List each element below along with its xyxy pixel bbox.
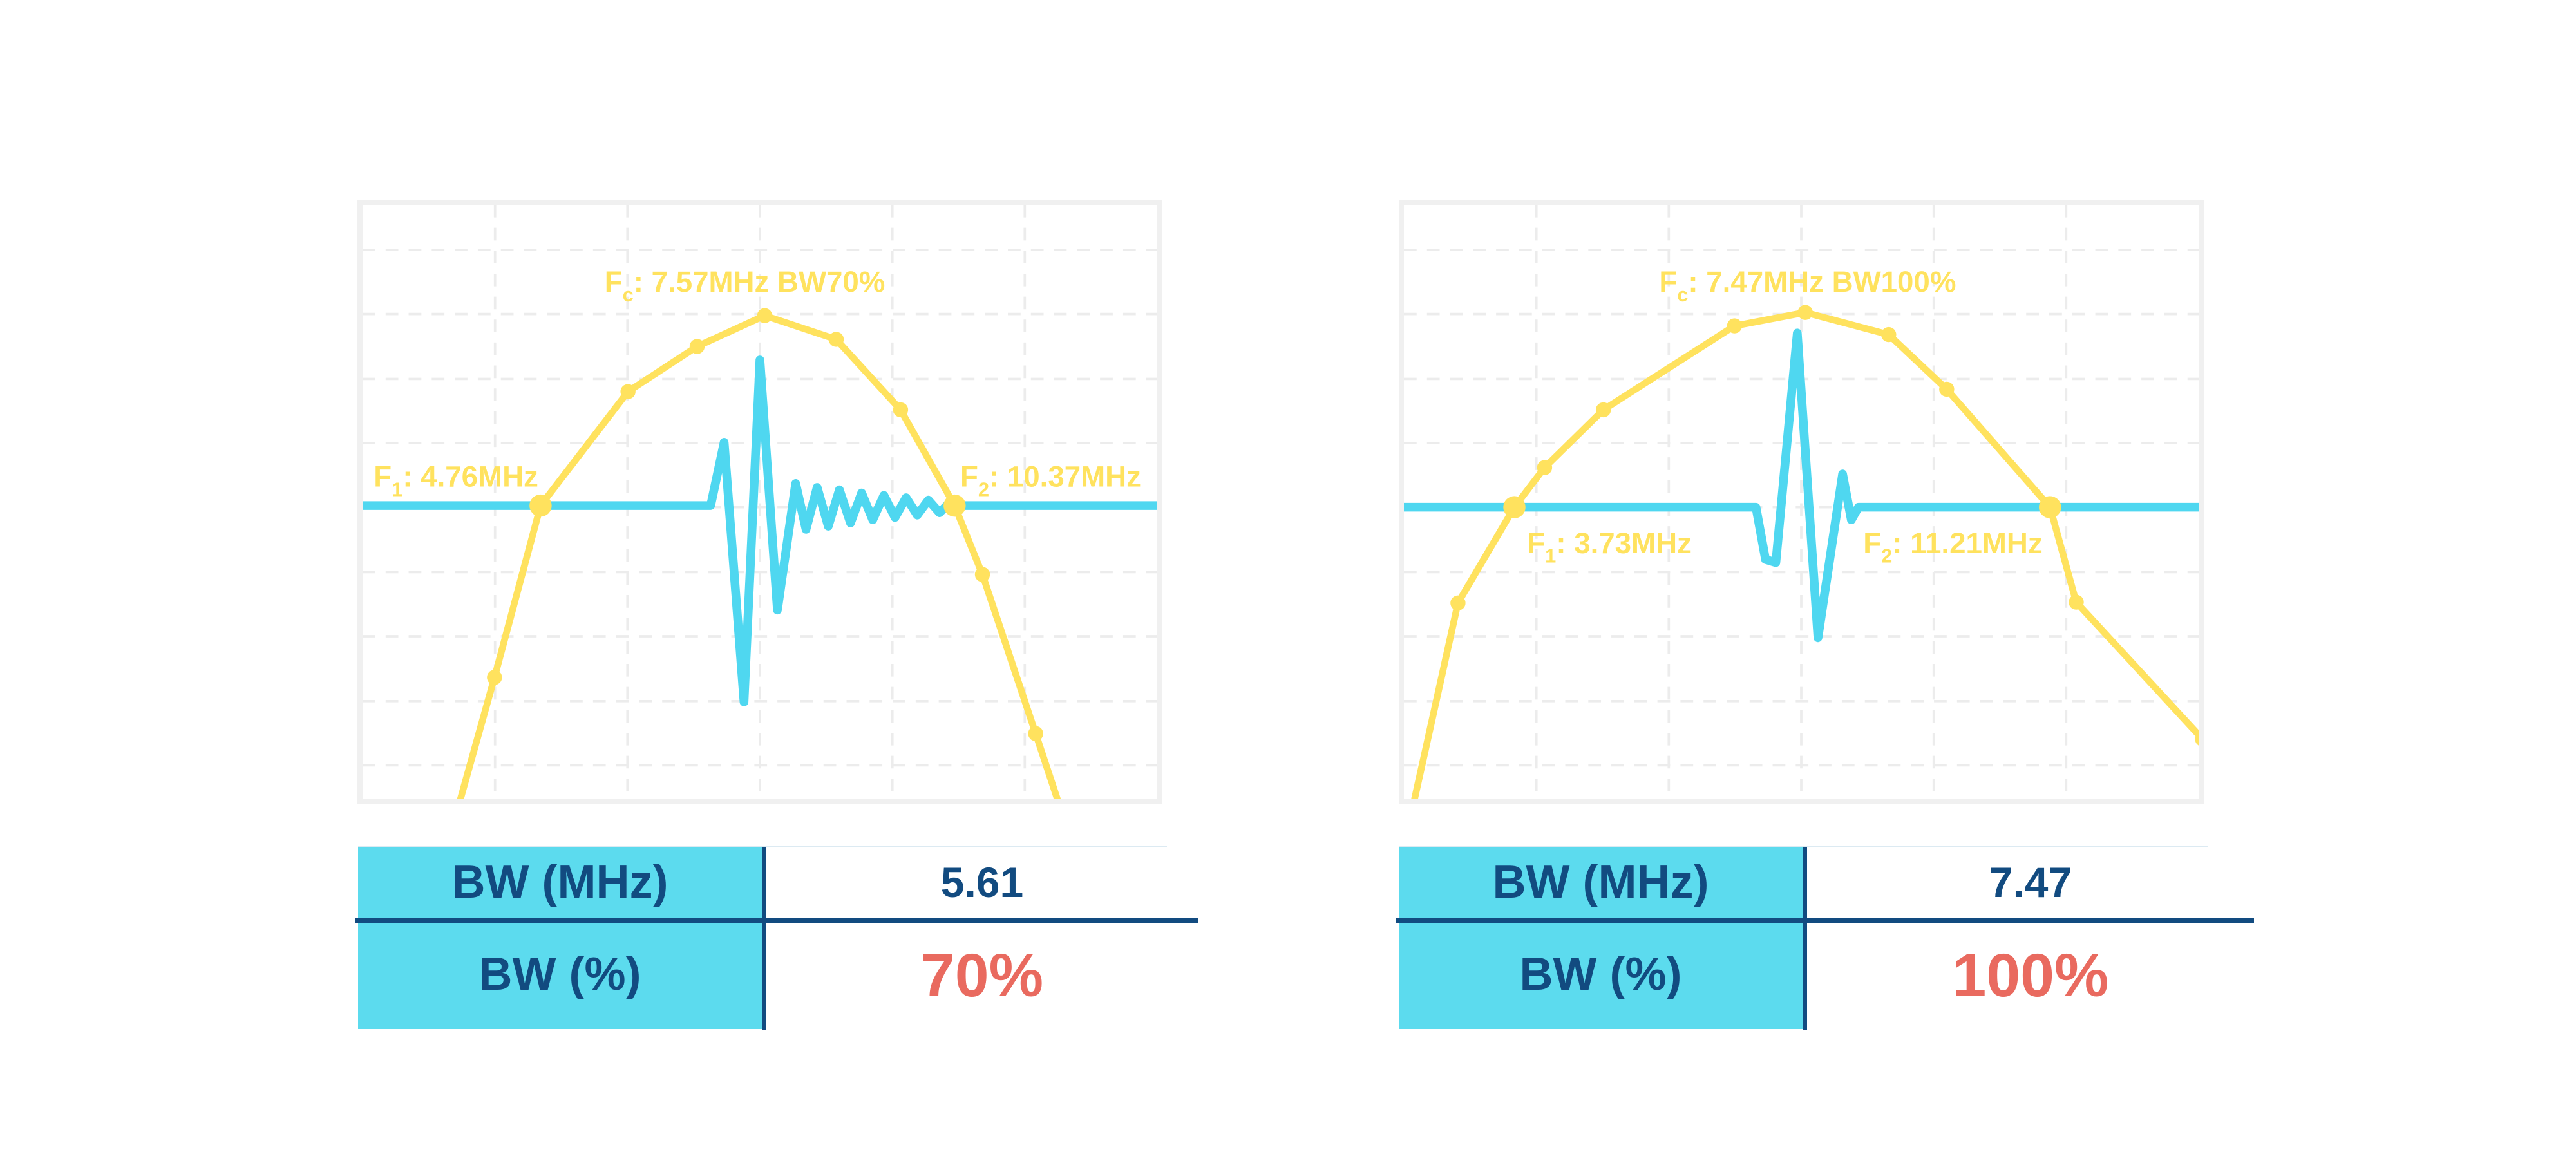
table-top-rule — [358, 846, 1167, 847]
fc-annotation: Fc: 7.57MHz BW70% — [605, 265, 886, 306]
data-point-dot — [1727, 318, 1743, 334]
table-column-divider — [1803, 847, 1807, 1030]
bandwidth-edge-dot — [943, 494, 966, 517]
fc-subscript: c — [623, 283, 634, 306]
f2-subscript: 2 — [978, 478, 989, 500]
bw-mhz-value: 7.47 — [1989, 858, 2072, 906]
f1-annotation: F1: 4.76MHz — [374, 460, 538, 501]
bw-pct-label: BW (%) — [478, 949, 641, 1000]
fc-value-text: : 7.47MHz BW100% — [1688, 265, 1956, 298]
table-row-divider — [1396, 918, 2254, 923]
f1-symbol: F — [1527, 527, 1545, 560]
bw-mhz-value: 5.61 — [940, 858, 1024, 906]
data-point-dot — [1537, 460, 1553, 475]
data-point-dot — [2069, 594, 2084, 610]
fc-symbol: F — [605, 265, 623, 298]
bandwidth-edge-dot — [2038, 496, 2061, 518]
f2-symbol: F — [960, 460, 978, 493]
f1-annotation: F1: 3.73MHz — [1527, 527, 1692, 567]
fc-annotation: Fc: 7.47MHz BW100% — [1659, 265, 1956, 306]
data-point-dot — [893, 402, 909, 418]
table-header-column — [1399, 847, 1803, 1029]
data-point-dot — [487, 670, 502, 685]
data-point-dot — [1596, 402, 1611, 418]
spectrum-plot-bw100: Fc: 7.47MHz BW100%F1: 3.73MHz F2: 11.21MH… — [1404, 205, 2199, 799]
data-point-dot — [974, 567, 990, 582]
table-top-rule — [1399, 846, 2208, 847]
spectrum-curve — [1411, 308, 2199, 799]
bandwidth-edge-dot — [1503, 496, 1526, 518]
bw-pct-label: BW (%) — [1519, 949, 1682, 1000]
bw-mhz-label: BW (MHz) — [1492, 856, 1709, 908]
table-row-divider — [355, 918, 1198, 923]
f2-symbol: F — [1863, 527, 1881, 560]
f1-value-text: : 4.76MHz — [402, 460, 538, 493]
data-point-dot — [620, 384, 636, 399]
data-point-dot — [1028, 726, 1043, 741]
table-column-divider — [762, 847, 766, 1030]
fc-value-text: : 7.57MHz BW70% — [634, 265, 886, 298]
bandwidth-edge-dot — [529, 494, 552, 517]
f2-annotation: F2: 11.21MHz — [1863, 527, 2042, 567]
pulse-waveform — [363, 355, 1157, 706]
spectrum-chart-bw70: Fc: 7.57MHz BW70% F1: 4.76MHz F2: 10.37MHz — [357, 200, 1162, 804]
data-point-dot — [689, 339, 705, 354]
data-point-dot — [2195, 732, 2199, 746]
spectrum-curve — [457, 312, 1061, 799]
fc-subscript: c — [1677, 283, 1688, 306]
fc-symbol: F — [1659, 265, 1677, 298]
f1-symbol: F — [374, 460, 392, 493]
data-point-dot — [1881, 326, 1897, 343]
data-point-dot — [1939, 381, 1955, 397]
f2-value-text: : 10.37MHz — [989, 460, 1141, 493]
f2-annotation: F2: 10.37MHz — [960, 460, 1141, 501]
data-point-dot — [1450, 595, 1466, 611]
pulse-waveform — [1404, 328, 2199, 643]
spectrum-plot-bw70: Fc: 7.57MHz BW70%F1: 4.76MHz F2: 10.37MHz — [363, 205, 1157, 799]
f1-subscript: 1 — [392, 478, 402, 500]
bw-pct-value: 70% — [920, 941, 1044, 1010]
bw-mhz-label: BW (MHz) — [451, 856, 668, 908]
bw-pct-value: 100% — [1952, 941, 2109, 1010]
f2-subscript: 2 — [1881, 545, 1892, 567]
f1-value-text: : 3.73MHz — [1556, 527, 1692, 560]
data-point-dot — [1797, 305, 1813, 320]
data-point-dot — [757, 308, 773, 323]
spectrum-chart-bw100: Fc: 7.47MHz BW100% F1: 3.73MHz F2: 11.21MH… — [1399, 200, 2204, 804]
table-header-column — [358, 847, 762, 1029]
f2-value-text: : 11.21MHz — [1892, 527, 2042, 560]
f1-subscript: 1 — [1545, 545, 1556, 567]
data-point-dot — [828, 332, 844, 347]
